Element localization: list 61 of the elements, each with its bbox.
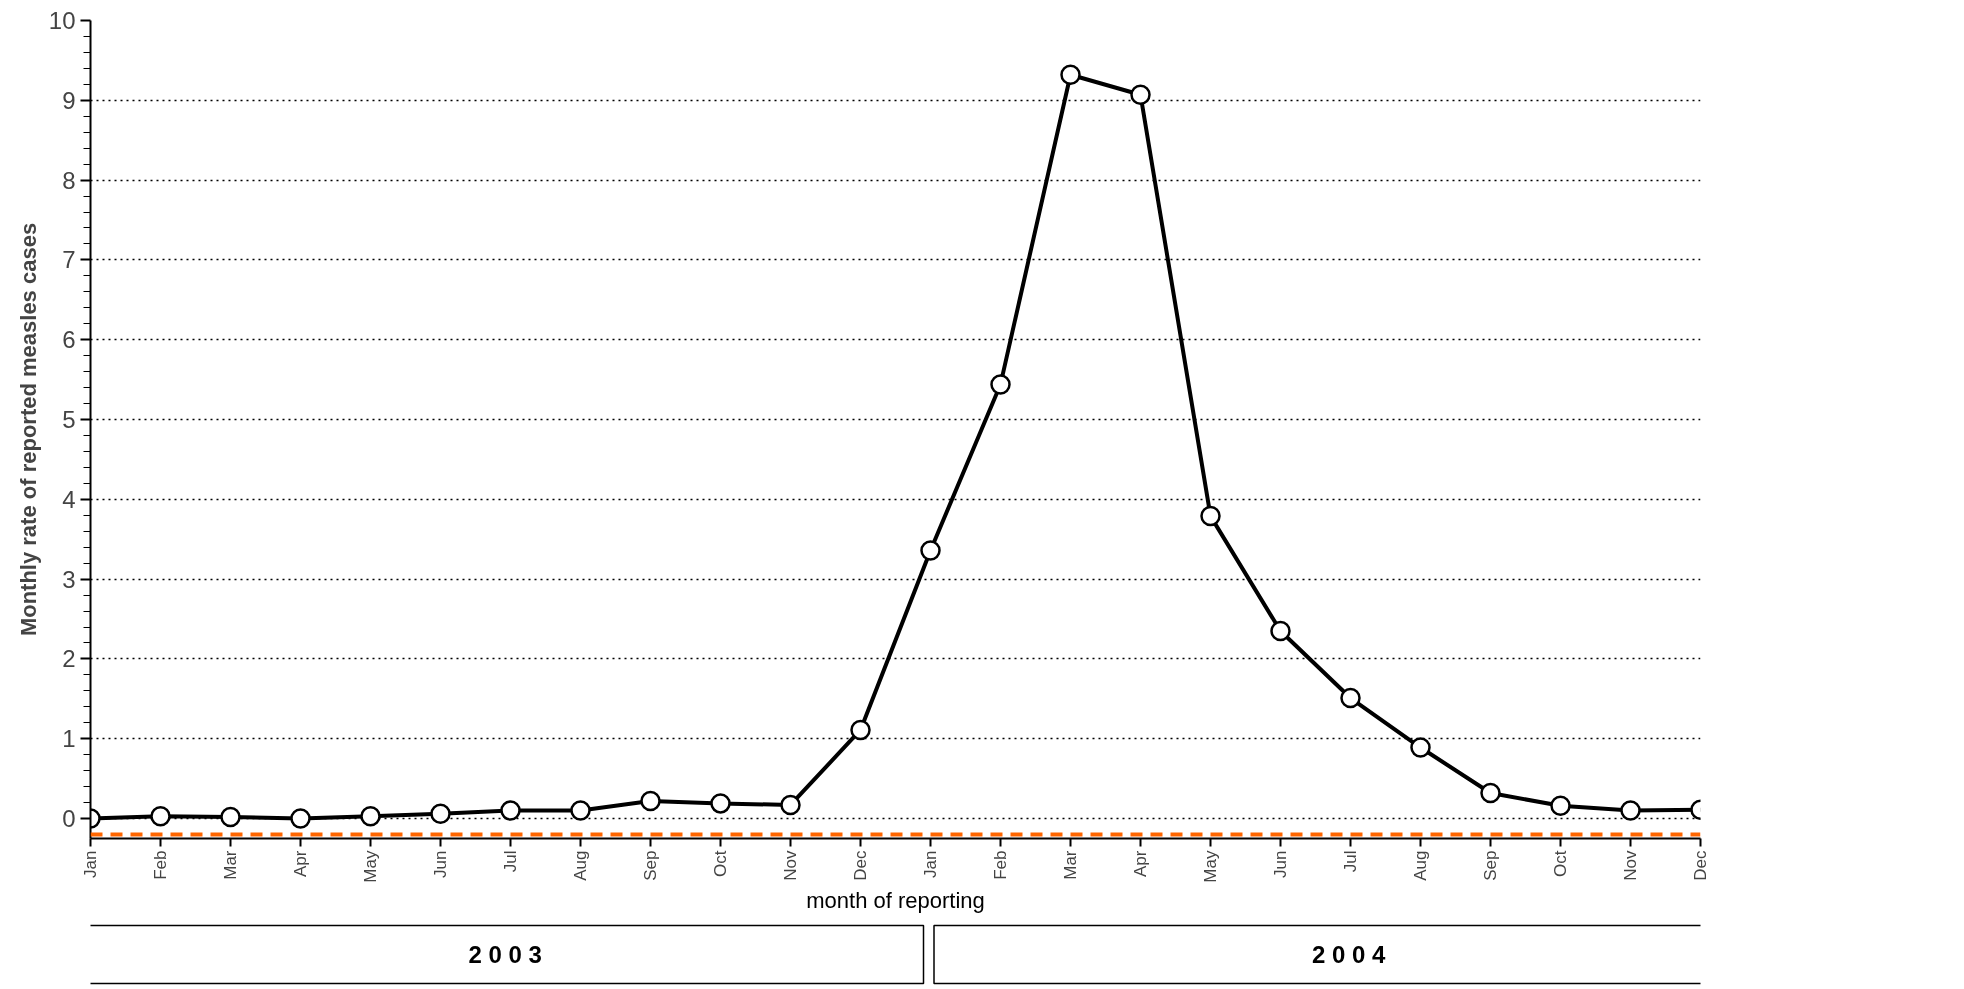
- x-tick-label: Feb: [991, 850, 1010, 880]
- text: 2 0 0 4: [1312, 941, 1387, 968]
- y-tick-label: 6: [62, 326, 76, 354]
- y-tick-label: 5: [62, 406, 76, 434]
- x-tick-label: May: [361, 850, 380, 883]
- point: [1060, 64, 1081, 85]
- y-axis-title: Monthly rate of reported measles cases: [15, 222, 41, 637]
- y-tick-label: 4: [62, 485, 76, 513]
- x-tick-label: Dec: [851, 850, 870, 881]
- x-tick-label: Jun: [431, 850, 450, 878]
- x-tick-label: Sep: [641, 850, 660, 881]
- x-tick-label: Mar: [221, 850, 240, 880]
- point: [430, 803, 451, 824]
- point: [1620, 800, 1641, 821]
- point: [990, 374, 1011, 395]
- x-tick-label: Feb: [151, 850, 170, 880]
- x-tick-label: Jul: [1341, 850, 1360, 873]
- point: [1480, 782, 1501, 804]
- point: [150, 805, 171, 827]
- point: [360, 805, 381, 827]
- point: [920, 540, 941, 561]
- y-tick-label: 8: [62, 166, 76, 194]
- x-tick-label: Apr: [291, 850, 310, 877]
- x-tick-label: Aug: [571, 850, 590, 881]
- x-tick-label: Apr: [1131, 850, 1150, 877]
- x-axis-title: month of reporting: [806, 888, 985, 913]
- x-tick-label: Jun: [1271, 850, 1290, 878]
- x-tick-label: May: [1201, 850, 1220, 883]
- x-tick-label: Nov: [1621, 850, 1640, 881]
- x-tick-label: Aug: [1411, 850, 1430, 881]
- point: [500, 800, 521, 821]
- y-tick-label: 0: [62, 805, 76, 833]
- point: [640, 790, 661, 812]
- x-tick-label: Oct: [711, 850, 730, 877]
- point: [710, 793, 731, 814]
- x-tick-label: Jan: [921, 850, 940, 878]
- x-tick-label: Nov: [781, 850, 800, 881]
- point: [1200, 505, 1221, 527]
- point: [570, 800, 591, 821]
- point: [1550, 795, 1571, 817]
- y-tick-label: 2: [62, 645, 76, 673]
- x-tick-label: Sep: [1481, 850, 1500, 881]
- point: [290, 808, 311, 829]
- y-tick-label: 9: [62, 86, 76, 114]
- y-tick-label: 7: [62, 246, 76, 274]
- text: 2 0 0 3: [468, 941, 542, 968]
- x-tick-label: Jan: [81, 850, 100, 878]
- point: [1410, 737, 1431, 758]
- x-tick-label: Mar: [1061, 850, 1080, 880]
- point: [1130, 84, 1151, 105]
- point: [850, 719, 871, 741]
- point: [1340, 687, 1361, 709]
- point: [780, 794, 801, 816]
- point: [220, 806, 241, 828]
- x-tick-label: Oct: [1551, 850, 1570, 877]
- point: [1270, 620, 1291, 642]
- x-tick-label: Jul: [501, 850, 520, 873]
- y-tick-label: 3: [62, 565, 76, 593]
- y-tick-label: 1: [62, 725, 76, 753]
- x-tick-label: Dec: [1691, 850, 1710, 881]
- y-tick-label: 10: [48, 7, 76, 34]
